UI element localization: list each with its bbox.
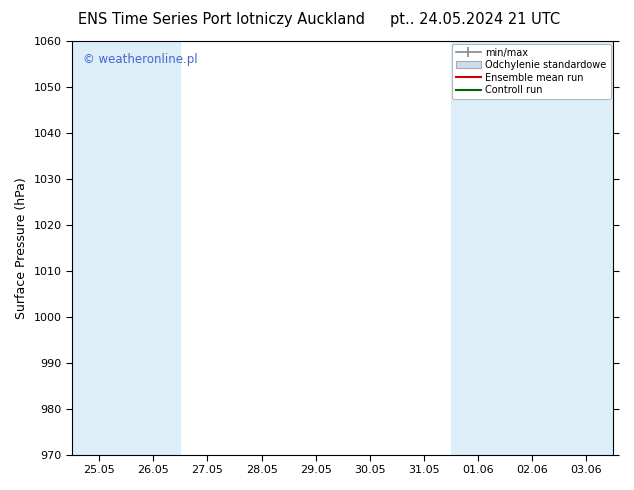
Y-axis label: Surface Pressure (hPa): Surface Pressure (hPa) [15, 177, 28, 318]
Text: © weatheronline.pl: © weatheronline.pl [83, 53, 198, 67]
Text: pt.. 24.05.2024 21 UTC: pt.. 24.05.2024 21 UTC [391, 12, 560, 27]
Bar [451, 41, 505, 455]
Bar [505, 41, 559, 455]
Legend: min/max, Odchylenie standardowe, Ensemble mean run, Controll run: min/max, Odchylenie standardowe, Ensembl… [452, 44, 611, 99]
Bar [126, 41, 180, 455]
Text: ENS Time Series Port lotniczy Auckland: ENS Time Series Port lotniczy Auckland [79, 12, 365, 27]
Bar [559, 41, 614, 455]
Bar [72, 41, 126, 455]
